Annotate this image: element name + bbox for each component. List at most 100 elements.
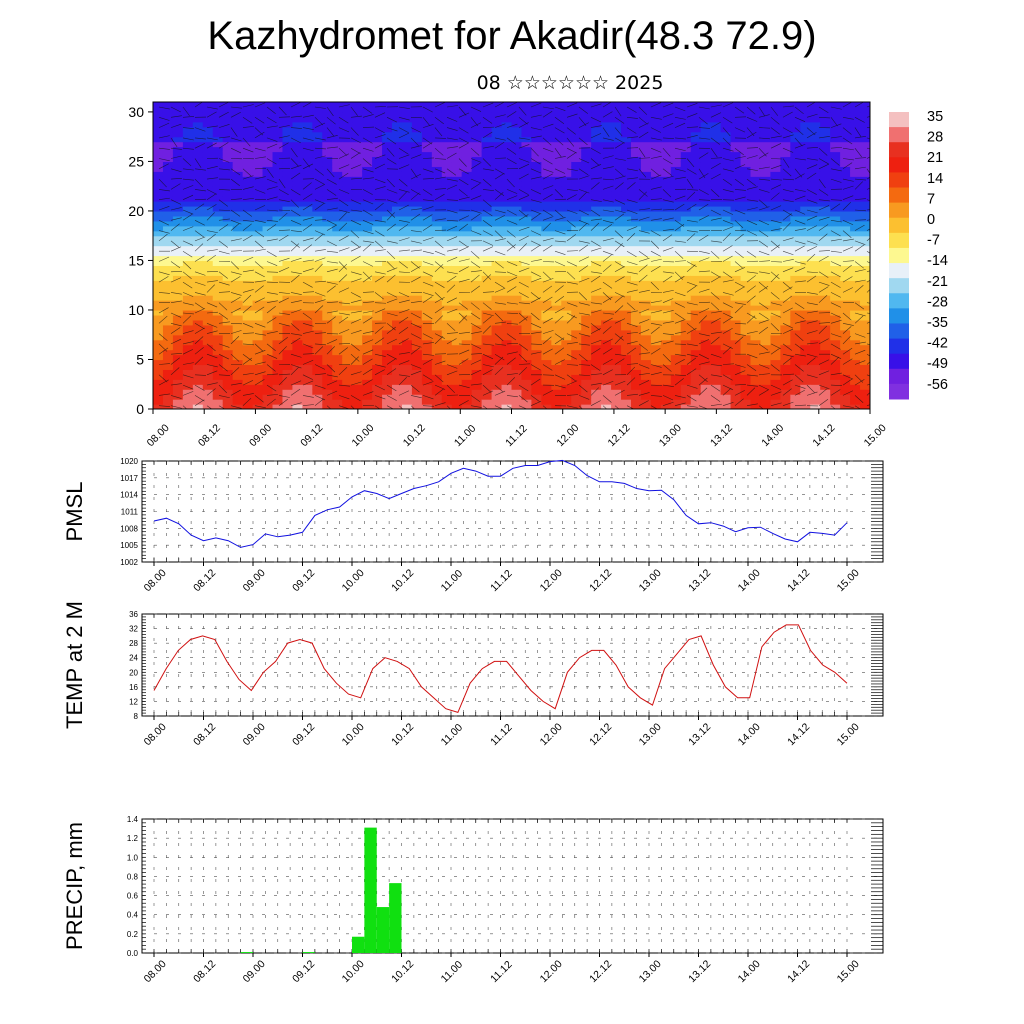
heatmap-cell — [372, 205, 383, 212]
heatmap-cell — [740, 389, 752, 395]
heatmap-cell — [302, 215, 313, 222]
heatmap-cell — [860, 329, 870, 336]
heatmap-cell — [451, 225, 463, 232]
heatmap-cell — [780, 166, 791, 172]
heatmap-cell — [491, 166, 503, 172]
heatmap-cell — [212, 225, 224, 232]
wind-barb — [290, 115, 302, 118]
heatmap-cell — [441, 201, 453, 207]
heatmap-cell — [421, 215, 433, 222]
heatmap-cell — [182, 374, 194, 380]
heatmap-cell — [272, 374, 284, 380]
heatmap-cell — [332, 275, 343, 281]
heatmap-cell — [850, 220, 861, 227]
heatmap-cell — [621, 359, 632, 366]
heatmap-cell — [153, 210, 164, 217]
heatmap-cell — [451, 230, 463, 237]
heatmap-cell — [740, 265, 752, 271]
heatmap-cell — [461, 151, 473, 158]
heatmap-cell — [461, 102, 473, 108]
heatmap-cell — [481, 235, 493, 242]
heatmap-cell — [621, 344, 632, 351]
heatmap-cell — [561, 186, 572, 192]
heatmap-cell — [561, 344, 572, 351]
wind-barb — [278, 189, 289, 195]
wind-barb — [242, 137, 251, 147]
heatmap-cell — [451, 344, 463, 351]
heatmap-cell — [451, 374, 463, 380]
heatmap-cell — [640, 344, 652, 351]
wind-barb — [206, 142, 217, 149]
heatmap-cell — [621, 305, 632, 311]
heatmap-cell — [441, 111, 453, 118]
heatmap-cell — [322, 379, 333, 385]
heatmap-cell — [292, 171, 303, 177]
heatmap-cell — [740, 205, 752, 212]
heatmap-cell — [481, 151, 493, 158]
heatmap-cell — [740, 220, 752, 227]
heatmap-cell — [601, 374, 612, 380]
wind-barb — [218, 312, 229, 320]
heatmap-cell — [411, 339, 423, 346]
wind-barb — [326, 189, 337, 196]
heatmap-cell — [720, 260, 732, 267]
heatmap-cell — [770, 404, 781, 409]
heatmap-cell — [840, 285, 851, 291]
heatmap-cell — [312, 106, 323, 113]
heatmap-cell — [292, 275, 303, 281]
heatmap-cell — [212, 205, 224, 212]
wind-barb — [218, 189, 230, 191]
heatmap-cell — [471, 384, 483, 390]
heatmap-cell — [431, 106, 443, 113]
heatmap-cell — [461, 141, 473, 148]
heatmap-cell — [670, 116, 682, 123]
heatmap-cell — [322, 215, 333, 222]
wind-barb — [206, 330, 218, 334]
heatmap-cell — [451, 280, 463, 286]
heatmap-cell — [292, 324, 303, 331]
heatmap-cell — [312, 305, 323, 311]
heatmap-cell — [162, 369, 174, 375]
heatmap-cell — [511, 349, 523, 356]
heatmap-cell — [232, 245, 244, 252]
heatmap-cell — [202, 285, 214, 291]
heatmap-cell — [292, 399, 303, 405]
heatmap-cell — [770, 131, 781, 138]
heatmap-cell — [382, 344, 393, 351]
heatmap-cell — [531, 379, 542, 385]
heatmap-cell — [182, 171, 194, 177]
heatmap-cell — [342, 270, 353, 276]
heatmap-cell — [800, 166, 811, 172]
wind-barb — [254, 156, 266, 159]
heatmap-cell — [322, 359, 333, 366]
heatmap-cell — [720, 280, 732, 286]
heatmap-cell — [212, 186, 224, 192]
heatmap-cell — [481, 102, 493, 108]
heatmap-cell — [441, 384, 453, 390]
heatmap-cell — [621, 349, 632, 356]
heatmap-cell — [272, 166, 284, 172]
heatmap-cell — [690, 404, 702, 409]
heatmap-cell — [551, 295, 562, 301]
heatmap-cell — [700, 404, 712, 409]
heatmap-cell — [252, 186, 264, 192]
heatmap-cell — [192, 349, 204, 356]
heatmap-cell — [292, 280, 303, 286]
chart-title: Kazhydromet for Akadir(48.3 72.9) — [207, 14, 817, 58]
heatmap-cell — [840, 106, 851, 113]
heatmap-cell — [451, 319, 463, 326]
wind-barb — [158, 117, 170, 121]
heatmap-cell — [621, 201, 632, 207]
heatmap-cell — [511, 186, 523, 192]
heatmap-cell — [840, 201, 851, 207]
heatmap-cell — [252, 305, 264, 311]
heatmap-cell — [272, 240, 284, 247]
heatmap-cell — [292, 329, 303, 336]
heatmap-cell — [611, 265, 622, 271]
heatmap-cell — [192, 344, 204, 351]
heatmap-cell — [571, 349, 582, 356]
wind-barb — [338, 172, 349, 180]
heatmap-cell — [292, 384, 303, 390]
heatmap-cell — [621, 102, 632, 108]
heatmap-cell — [401, 265, 413, 271]
